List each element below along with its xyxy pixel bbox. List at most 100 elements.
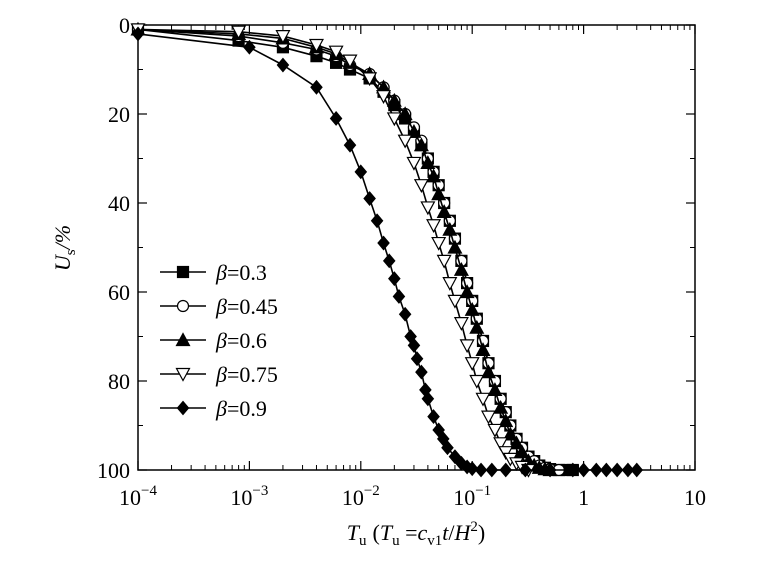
data-point [131,26,145,42]
x-tick-label: 1 [578,485,589,510]
data-point [406,156,422,171]
data-point [630,462,644,478]
data-point [376,90,392,104]
y-tick-label: 100 [97,458,130,483]
series-line [137,28,529,471]
series-3 [130,23,536,478]
data-point [362,72,378,87]
data-point [308,38,324,53]
data-point [421,391,435,407]
data-point [342,54,358,69]
data-point [397,134,413,149]
data-point [410,351,424,367]
series-4 [131,26,644,478]
data-point [441,440,454,456]
y-tick-label: 20 [108,102,130,127]
data-point [498,446,514,460]
data-point [392,289,406,304]
data-point [577,462,590,478]
data-point [464,357,480,371]
x-tick-label: 10−3 [230,483,268,510]
data-point [370,213,384,229]
data-point [447,239,463,254]
data-point [590,462,603,478]
legend-label: β=0.6 [215,328,267,353]
data-point [420,155,436,170]
data-point [480,410,496,425]
data-point [442,277,458,291]
data-point [243,39,256,55]
x-tick-label: 10−4 [119,483,157,510]
data-point [453,261,469,276]
data-point [487,382,503,396]
legend-item: β=0.45 [160,294,278,319]
legend-label: β=0.45 [215,294,278,319]
x-tick-label: 10−2 [342,483,380,510]
series-line [137,28,573,471]
legend-item: β=0.9 [160,396,267,421]
x-tick-label: 10 [684,485,706,510]
legend-label: β=0.9 [215,396,267,421]
data-point [600,462,613,478]
data-point [386,112,402,127]
data-point [485,462,499,478]
data-point [459,339,475,354]
data-point [343,137,357,153]
data-point [498,413,514,428]
data-point [459,284,475,299]
data-point [363,191,376,206]
data-point [442,221,458,236]
series-line [137,28,551,471]
legend-item: β=0.3 [160,260,267,285]
data-point [502,426,518,441]
legend-marker [175,332,191,347]
data-point [310,79,323,95]
data-point [447,294,463,309]
data-point [413,179,429,193]
data-point [427,409,440,425]
data-point [465,461,479,477]
data-point [448,449,462,465]
y-tick-label: 0 [119,13,130,38]
data-point [328,45,344,60]
data-point [275,30,291,44]
data-point [420,201,436,216]
data-point [519,462,532,478]
data-point [464,302,480,316]
legend-marker [175,367,191,382]
x-tick-label: 10−1 [453,483,491,510]
legend-marker [176,265,190,279]
data-point [382,253,396,269]
data-point [413,137,429,152]
series-line [137,33,637,471]
data-point [426,168,442,183]
data-point [354,164,368,180]
data-point [610,462,624,478]
data-point [487,423,503,438]
legend-label: β=0.3 [215,260,267,285]
series-layer [130,21,644,478]
data-point [621,462,635,478]
y-tick-label: 40 [108,191,130,216]
series-2 [130,21,558,477]
data-point [329,111,343,126]
data-point [453,317,469,331]
legend-item: β=0.75 [160,362,278,387]
data-point [469,319,485,334]
data-point [480,364,496,379]
data-point [436,204,452,218]
data-point [493,437,509,452]
legend-marker [176,400,190,416]
data-point [436,254,452,269]
y-axis-label: Us/% [50,225,79,271]
data-point [415,364,428,380]
data-point [543,462,557,478]
legend: β=0.3 β=0.45 β=0.6 β=0.75 β=0.9 [160,260,278,421]
data-point [397,106,413,121]
data-point [499,462,513,478]
data-point [406,124,422,138]
data-point [426,219,442,234]
data-point [469,374,485,389]
legend-marker [176,299,190,313]
